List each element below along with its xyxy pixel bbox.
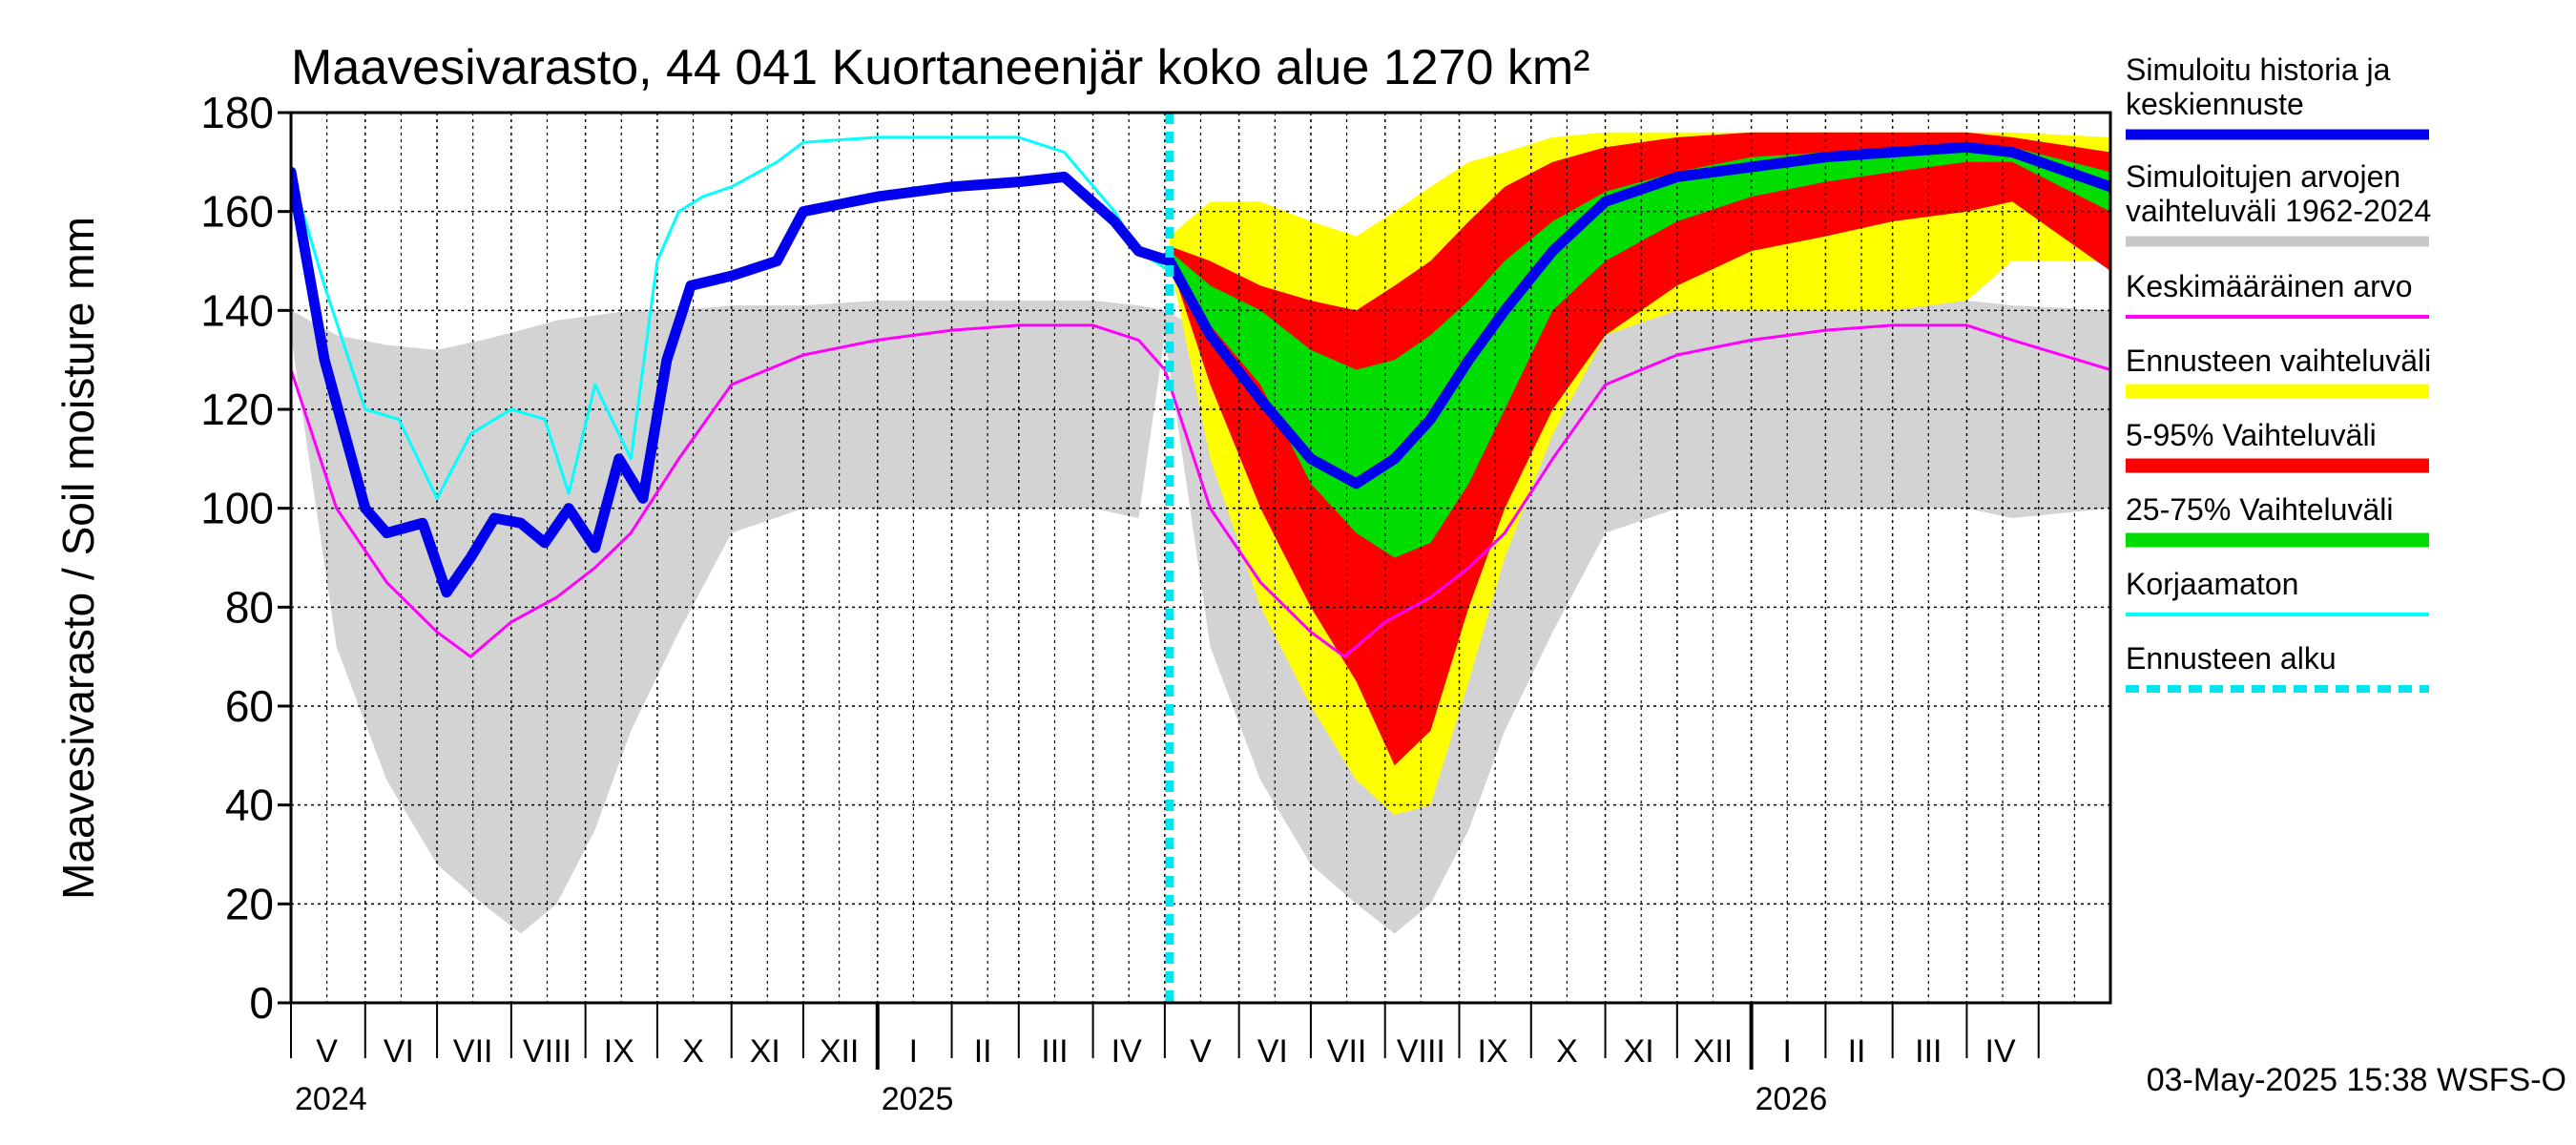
x-month-label: VI — [384, 1033, 414, 1070]
legend-label: Ennusteen alku — [2126, 641, 2337, 676]
x-month-label: IX — [1478, 1033, 1508, 1070]
legend-label: keskiennuste — [2126, 87, 2304, 121]
x-month-label: VII — [1327, 1033, 1367, 1070]
y-tick-label: 20 — [225, 879, 274, 928]
timestamp-label: 03-May-2025 15:38 WSFS-O — [2147, 1062, 2566, 1098]
x-year-label: 2024 — [295, 1081, 367, 1117]
y-axis-label: Maavesivarasto / Soil moisture mm — [53, 217, 103, 900]
x-month-label: IV — [1985, 1033, 2016, 1070]
line-simuloitu-historia-ja-keskiennuste — [291, 141, 2110, 598]
x-month-label: XII — [1693, 1033, 1734, 1070]
band-5-95-vaihteluv-li — [1169, 132, 2110, 766]
band-simuloitujen-arvojen-vaihteluv-li-1962-2024 — [291, 301, 2110, 934]
x-month-label: I — [1783, 1033, 1792, 1070]
x-month-label: V — [1190, 1033, 1212, 1070]
x-month-label: VII — [453, 1033, 493, 1070]
y-tick-label: 120 — [200, 385, 274, 434]
y-tick-label: 100 — [200, 484, 274, 533]
y-tick-label: 40 — [225, 781, 274, 830]
x-month-label: VI — [1257, 1033, 1288, 1070]
chart-title: Maavesivarasto, 44 041 Kuortaneenjär kok… — [291, 40, 1589, 95]
plot-frame — [289, 111, 2112, 1005]
y-tick-label: 180 — [200, 88, 274, 137]
y-tick-label: 60 — [225, 681, 274, 731]
legend-label: 25-75% Vaihteluväli — [2126, 492, 2393, 527]
x-year-label: 2026 — [1755, 1081, 1828, 1117]
y-tick-label: 140 — [200, 285, 274, 335]
legend-label: Simuloitu historia ja — [2126, 52, 2391, 87]
x-month-label: II — [974, 1033, 992, 1070]
x-month-label: I — [909, 1033, 918, 1070]
lines-layer — [291, 135, 2110, 658]
y-tick-label: 160 — [200, 187, 274, 237]
x-month-label: III — [1041, 1033, 1068, 1070]
x-month-label: X — [682, 1033, 704, 1070]
x-month-label: XI — [1624, 1033, 1654, 1070]
legend-label: Korjaamaton — [2126, 567, 2298, 601]
x-month-label: II — [1848, 1033, 1866, 1070]
y-tick-label: 0 — [249, 978, 274, 1028]
x-month-label: XII — [820, 1033, 860, 1070]
legend-label: Ennusteen vaihteluväli — [2126, 344, 2431, 378]
x-month-label: VIII — [523, 1033, 571, 1070]
line-keskim-r-inen-arvo — [291, 323, 2110, 658]
x-month-label: X — [1556, 1033, 1578, 1070]
x-year-label: 2025 — [882, 1081, 954, 1117]
legend-label: Keskimääräinen arvo — [2126, 269, 2413, 303]
legend-label: 5-95% Vaihteluväli — [2126, 418, 2377, 452]
y-tick-label: 80 — [225, 582, 274, 632]
x-month-label: IV — [1111, 1033, 1142, 1070]
legend-label: Simuloitujen arvojen — [2126, 159, 2400, 194]
grid-layer — [291, 113, 2110, 1003]
x-month-label: III — [1915, 1033, 1942, 1070]
x-month-label: XI — [750, 1033, 780, 1070]
x-month-label: IX — [604, 1033, 634, 1070]
legend-label: vaihteluväli 1962-2024 — [2126, 194, 2431, 228]
line-korjaamaton — [291, 135, 1172, 500]
x-month-label: VIII — [1397, 1033, 1445, 1070]
x-month-label: V — [316, 1033, 338, 1070]
